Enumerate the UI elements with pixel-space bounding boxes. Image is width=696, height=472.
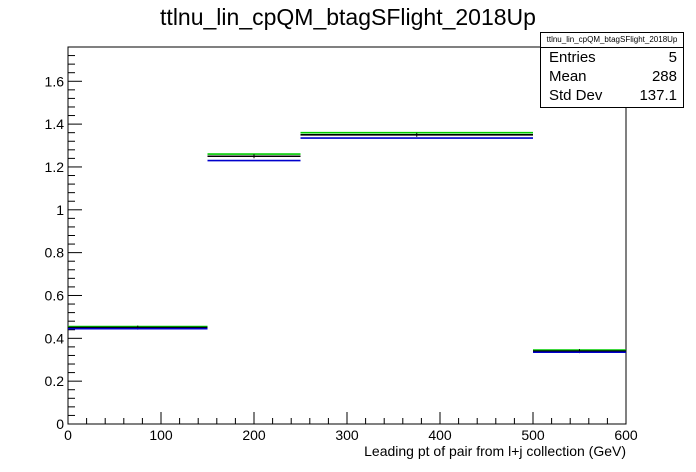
y-tick-label: 0.6 <box>45 287 65 303</box>
stats-row-stddev: Std Dev 137.1 <box>541 86 683 105</box>
stats-row-entries: Entries 5 <box>541 48 683 67</box>
stats-label: Mean <box>549 68 587 85</box>
stats-value: 288 <box>651 68 677 85</box>
stats-label: Entries <box>549 49 596 66</box>
x-tick-label: 0 <box>64 427 72 443</box>
y-tick-label: 1.6 <box>45 73 65 89</box>
x-tick-label: 400 <box>428 427 452 443</box>
y-tick-label: 0.8 <box>45 245 65 261</box>
x-axis-label: Leading pt of pair from l+j collection (… <box>364 443 626 459</box>
histogram-series <box>68 131 626 354</box>
stats-box: ttlnu_lin_cpQM_btagSFlight_2018Up Entrie… <box>540 32 684 108</box>
stats-label: Std Dev <box>549 87 603 104</box>
y-tick-label: 0 <box>56 416 64 432</box>
x-tick-label: 300 <box>335 427 359 443</box>
y-tick-label: 1.2 <box>45 159 65 175</box>
y-tick-label: 0.2 <box>45 373 65 389</box>
x-tick-label: 600 <box>614 427 638 443</box>
y-tick-label: 1.4 <box>45 116 65 132</box>
y-tick-label: 0.4 <box>45 330 65 346</box>
chart-title: ttlnu_lin_cpQM_btagSFlight_2018Up <box>160 4 536 30</box>
stats-box-title: ttlnu_lin_cpQM_btagSFlight_2018Up <box>541 33 683 48</box>
y-tick-label: 1 <box>56 202 64 218</box>
y-axis: 0 0.2 0.4 0.6 0.8 1 1.2 1.4 1.6 <box>45 46 82 432</box>
stats-value: 137.1 <box>639 87 677 104</box>
x-tick-label: 500 <box>521 427 545 443</box>
stats-row-mean: Mean 288 <box>541 67 683 86</box>
x-tick-label: 100 <box>149 427 173 443</box>
x-tick-label: 200 <box>242 427 266 443</box>
x-axis: 0 100 200 300 400 500 600 <box>64 412 638 443</box>
stats-value: 5 <box>668 49 677 66</box>
